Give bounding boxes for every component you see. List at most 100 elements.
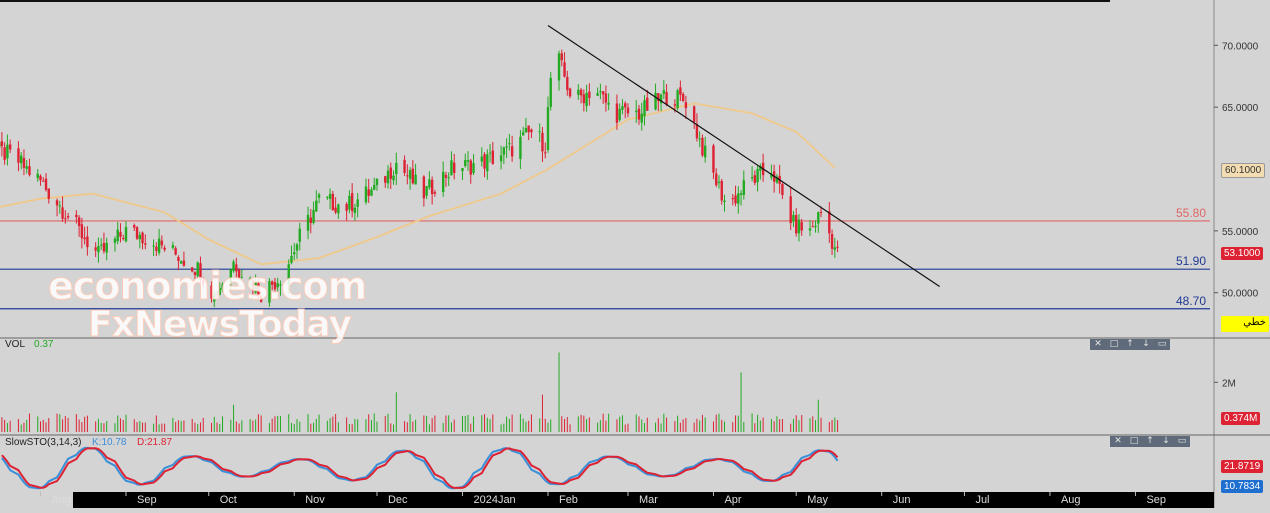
candle-body (376, 179, 378, 185)
candle-body (299, 229, 301, 242)
candle-body (489, 153, 491, 154)
candle-body (326, 197, 328, 198)
candle-body (144, 243, 146, 244)
candle-body (318, 194, 320, 197)
candle-body (158, 239, 160, 253)
candle-body (481, 157, 483, 162)
candle-body (781, 184, 783, 195)
candle-body (817, 212, 819, 223)
close-icon[interactable]: ✕ (1090, 339, 1106, 350)
candle-body (756, 169, 758, 182)
candle-body (544, 152, 546, 153)
candle-body (406, 175, 408, 176)
candle-body (81, 224, 83, 238)
candle-body (563, 62, 565, 76)
candle-body (751, 177, 753, 178)
candle-body (56, 200, 58, 205)
candle-body (734, 195, 736, 203)
candle-body (387, 171, 389, 184)
candle-body (641, 114, 643, 123)
close-icon[interactable]: ✕ (1110, 436, 1126, 447)
candle-body (737, 193, 739, 203)
candle-body (492, 151, 494, 164)
restore-icon[interactable]: ▭ (1154, 339, 1170, 350)
candle-body (519, 137, 521, 159)
x-tick-label: May (807, 494, 828, 506)
candle-body (511, 146, 513, 156)
window-icon[interactable]: □ (1106, 339, 1122, 350)
x-tick-label: Aug (52, 494, 72, 506)
candle-body (39, 176, 41, 180)
candle-body (527, 126, 529, 133)
candle-body (59, 206, 61, 207)
arrow-down-icon[interactable]: ↓ (1158, 436, 1174, 447)
x-tick-label: Dec (388, 494, 408, 506)
candle-body (812, 226, 814, 227)
x-tick-label: 2024Jan (473, 494, 515, 506)
candle-body (117, 230, 119, 241)
candle-body (94, 247, 96, 250)
candle-body (125, 227, 127, 241)
candle-body (461, 168, 463, 171)
candle-body (20, 156, 22, 164)
y-tick-label: 55.0000 (1222, 227, 1259, 238)
volume-panel-toolbar[interactable]: ✕ □ ↑ ↓ ▭ (1090, 339, 1170, 350)
candle-body (334, 208, 336, 213)
candle-body (618, 109, 620, 120)
candle-body (152, 246, 154, 247)
sto-d-label: D:21.87 (137, 437, 172, 448)
arrow-down-icon[interactable]: ↓ (1138, 339, 1154, 350)
candle-body (368, 189, 370, 195)
candle-body (831, 234, 833, 249)
candle-body (643, 100, 645, 116)
candle-body (701, 138, 703, 156)
candle-body (86, 236, 88, 247)
candle-body (105, 243, 107, 253)
stochastic-panel-toolbar[interactable]: ✕ □ ↑ ↓ ▭ (1110, 436, 1190, 447)
candle-body (809, 228, 811, 230)
candle-body (423, 176, 425, 198)
candle-body (605, 93, 607, 102)
candle-body (577, 90, 579, 95)
candle-body (828, 211, 830, 233)
candle-body (307, 215, 309, 231)
candle-body (472, 163, 474, 173)
candle-body (177, 257, 179, 261)
candle-body (792, 215, 794, 222)
candle-body (133, 225, 135, 228)
candle-body (740, 193, 742, 195)
candle-body (296, 244, 298, 250)
candle-body (500, 155, 502, 161)
candle-body (541, 133, 543, 152)
arrow-up-icon[interactable]: ↑ (1122, 339, 1138, 350)
candle-body (172, 245, 174, 248)
candle-body (28, 166, 30, 175)
candle-body (486, 154, 488, 171)
candle-body (607, 103, 609, 105)
yellow-tag: خطي (1221, 316, 1269, 332)
candle-body (743, 180, 745, 195)
candle-body (356, 199, 358, 206)
watermark-fxnewstoday: FxNewsToday (88, 304, 351, 345)
candle-body (654, 93, 656, 110)
candle-body (290, 256, 292, 263)
candle-body (464, 160, 466, 166)
arrow-up-icon[interactable]: ↑ (1142, 436, 1158, 447)
y-tick-label: 65.0000 (1222, 103, 1259, 114)
candle-body (61, 207, 63, 218)
watermark-economies: economies.com (48, 264, 366, 308)
sto-k-label: K:10.78 (92, 437, 127, 448)
candle-body (348, 196, 350, 210)
window-icon[interactable]: □ (1126, 436, 1142, 447)
candle-body (354, 208, 356, 213)
candle-body (414, 175, 416, 185)
x-tick-label: Feb (559, 494, 578, 506)
restore-icon[interactable]: ▭ (1174, 436, 1190, 447)
candle-body (505, 146, 507, 147)
candle-body (442, 172, 444, 192)
candle-body (638, 109, 640, 120)
candle-body (329, 194, 331, 199)
candle-body (721, 181, 723, 201)
